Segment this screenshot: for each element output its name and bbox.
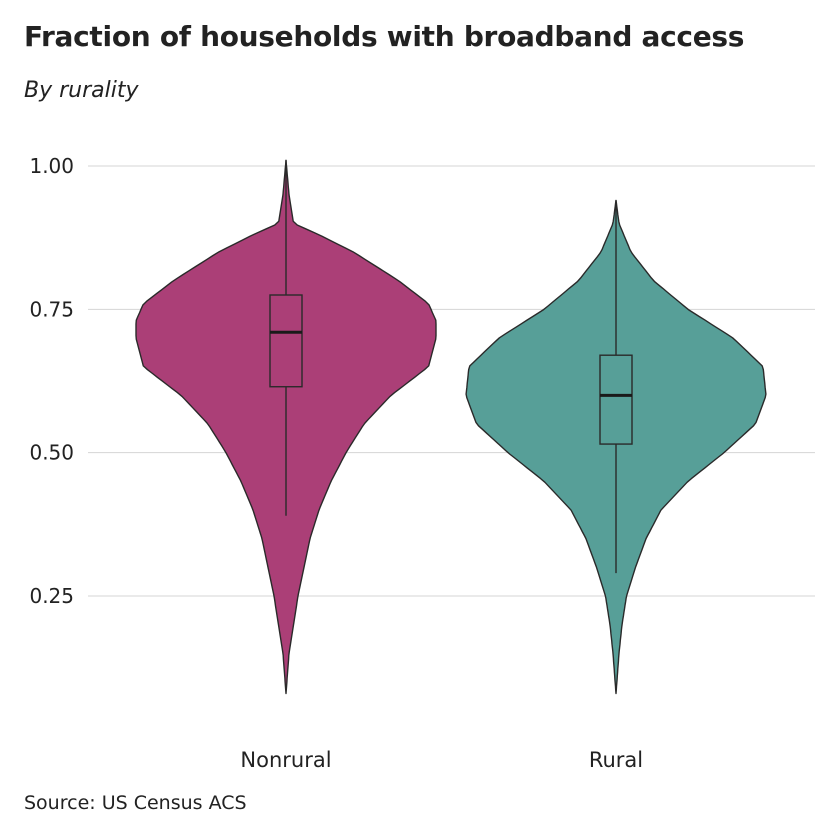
chart-title: Fraction of households with broadband ac…	[24, 20, 745, 53]
x-category-label: Rural	[589, 748, 643, 772]
y-tick-label: 1.00	[29, 154, 74, 178]
violin-nonrural	[135, 159, 437, 695]
source-note: Source: US Census ACS	[24, 792, 247, 814]
chart-subtitle: By rurality	[24, 78, 139, 103]
violins	[135, 159, 767, 695]
y-tick-label: 0.25	[29, 584, 74, 608]
violin-rural	[465, 199, 767, 695]
x-axis: Nonrural Rural	[240, 748, 643, 772]
y-tick-label: 0.50	[29, 441, 74, 465]
iqr-box	[599, 354, 633, 445]
y-axis: 0.25 0.50 0.75 1.00	[29, 154, 74, 608]
x-category-label: Nonrural	[240, 748, 331, 772]
iqr-box	[269, 294, 303, 388]
y-tick-label: 0.75	[29, 297, 74, 321]
